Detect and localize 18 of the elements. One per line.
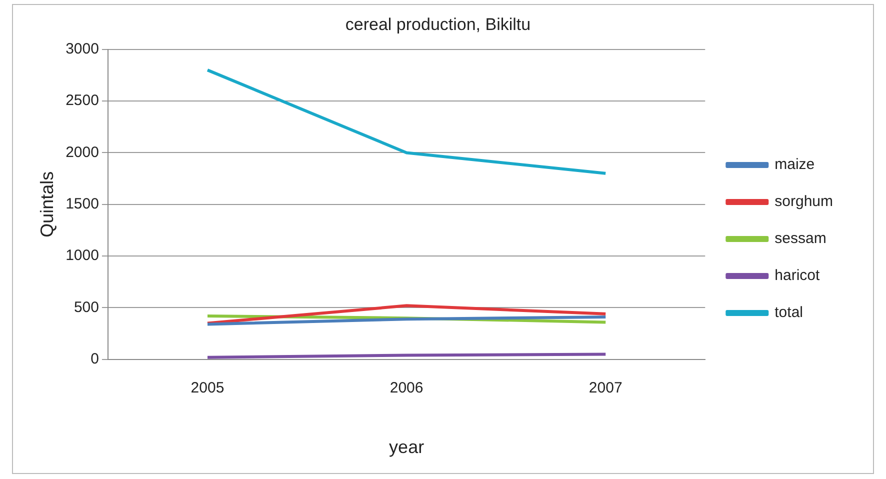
x-tick-label: 2006 (390, 380, 424, 397)
x-axis-title: year (389, 437, 424, 458)
x-tick-label: 2007 (588, 380, 622, 397)
legend-label: sorghum (774, 193, 833, 210)
y-tick-label: 2000 (66, 144, 99, 161)
legend-label: total (774, 304, 803, 322)
y-axis-title: Quintals (36, 171, 57, 238)
y-tick-label: 3000 (66, 40, 99, 58)
y-tick-label: 0 (90, 350, 99, 368)
y-tick-label: 1000 (66, 247, 99, 264)
legend-label: haricot (774, 267, 820, 284)
legend-label: maize (774, 156, 815, 174)
y-tick-label: 1500 (66, 196, 99, 213)
legend-label: sessam (774, 230, 826, 248)
y-tick-label: 500 (74, 298, 99, 316)
chart-title: cereal production, Bikiltu (345, 14, 531, 34)
y-tick-label: 2500 (66, 92, 99, 110)
x-tick-label: 2005 (190, 380, 224, 397)
